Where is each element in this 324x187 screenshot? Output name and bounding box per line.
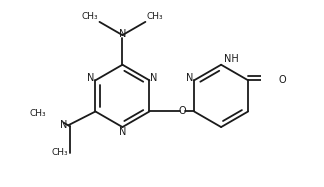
Text: N: N xyxy=(87,73,95,83)
Text: N: N xyxy=(119,127,126,137)
Text: O: O xyxy=(178,106,186,117)
Text: N: N xyxy=(119,29,126,39)
Text: CH₃: CH₃ xyxy=(29,108,46,118)
Text: CH₃: CH₃ xyxy=(52,148,69,157)
Text: N: N xyxy=(186,73,193,83)
Text: N: N xyxy=(60,120,67,130)
Text: N: N xyxy=(150,73,158,83)
Text: CH₃: CH₃ xyxy=(82,12,98,21)
Text: O: O xyxy=(278,75,286,85)
Text: CH₃: CH₃ xyxy=(146,12,163,21)
Text: NH: NH xyxy=(224,54,238,64)
